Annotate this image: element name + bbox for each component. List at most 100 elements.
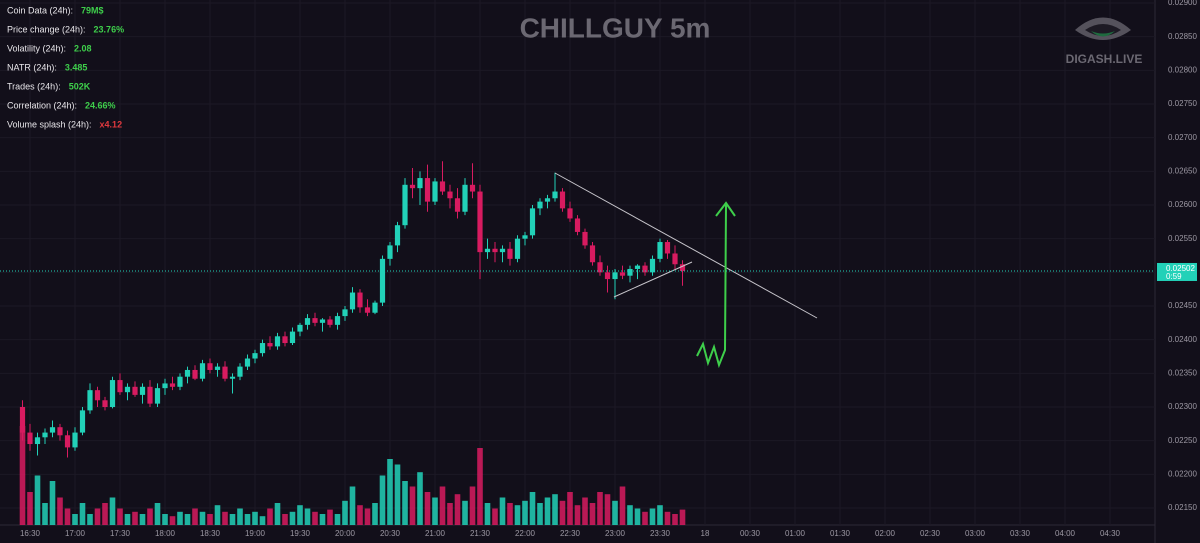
y-tick-label: 0.02450 — [1168, 301, 1197, 310]
x-tick-label: 23:30 — [650, 529, 671, 538]
volume-bar — [297, 505, 303, 525]
candle-body — [162, 383, 168, 389]
candle-body — [672, 253, 678, 265]
candle-body — [679, 264, 686, 271]
y-tick-label: 0.02150 — [1168, 503, 1197, 512]
volume-bar — [94, 508, 101, 525]
volume-bar — [574, 505, 581, 525]
volume-bar — [664, 511, 671, 525]
candle-body — [192, 369, 198, 379]
volume-bar — [634, 508, 641, 525]
volume-bar — [109, 497, 116, 525]
candle-body — [327, 319, 333, 325]
candle-body — [642, 265, 648, 273]
volume-bar — [567, 492, 573, 525]
candle-body — [237, 366, 243, 377]
volume-bar — [72, 514, 78, 525]
candle-body — [627, 268, 633, 276]
candle-body — [589, 245, 596, 263]
candle-body — [124, 386, 131, 393]
stat-value: x4.12 — [100, 119, 123, 129]
candle-body — [417, 178, 423, 189]
volume-bar — [424, 492, 431, 525]
x-tick-label: 16:30 — [20, 529, 41, 538]
stat-label: Trades (24h): — [7, 81, 61, 91]
candle-body — [199, 363, 206, 379]
stat-value: 24.66% — [85, 100, 116, 110]
candle-body — [259, 343, 266, 354]
candle-body — [484, 248, 491, 253]
volume-bar — [349, 486, 356, 525]
chart-title: CHILLGUY 5m — [520, 12, 711, 43]
volume-bar — [132, 511, 138, 525]
volume-bar — [177, 511, 183, 525]
y-tick-label: 0.02900 — [1168, 0, 1197, 7]
volume-bar — [49, 481, 56, 525]
candle-body — [597, 262, 603, 273]
candle-body — [214, 366, 221, 370]
volume-bar — [184, 514, 191, 525]
volume-bar — [42, 503, 48, 525]
candle-body — [462, 184, 468, 212]
x-tick-label: 00:30 — [740, 529, 761, 538]
x-tick-label: 19:30 — [290, 529, 311, 538]
candles — [19, 161, 686, 458]
volume-bar — [282, 514, 288, 525]
candle-body — [117, 380, 123, 393]
candle-body — [402, 184, 408, 226]
candle-body — [169, 383, 176, 387]
candle-body — [492, 248, 498, 253]
volume-bar — [237, 508, 243, 525]
candle-body — [522, 235, 528, 239]
x-tick-label: 18 — [701, 529, 710, 538]
countdown: 0:59 — [1166, 272, 1182, 281]
y-tick-label: 0.02300 — [1168, 402, 1197, 411]
volume-bar — [379, 475, 386, 525]
volume-bar — [537, 503, 543, 525]
stat-label: Price change (24h): — [7, 24, 86, 34]
volume-bar — [244, 514, 251, 525]
volume-bar — [162, 514, 168, 525]
volume-bar — [334, 514, 341, 525]
volume-bar — [604, 494, 611, 525]
volume-bar — [672, 514, 678, 525]
candle-body — [289, 331, 296, 344]
stat-value: 79M$ — [81, 5, 104, 15]
x-tick-label: 21:30 — [470, 529, 491, 538]
x-tick-label: 03:30 — [1010, 529, 1031, 538]
candle-body — [387, 245, 393, 259]
candle-body — [424, 178, 431, 202]
volume-bar — [259, 516, 266, 525]
logo — [1075, 17, 1131, 40]
candle-body — [409, 184, 416, 189]
candle-body — [469, 184, 476, 192]
y-tick-label: 0.02350 — [1168, 368, 1197, 377]
volume-bar — [214, 505, 221, 525]
volume-bar — [312, 511, 318, 525]
x-tick-label: 17:30 — [110, 529, 131, 538]
volume-bar — [304, 508, 311, 525]
stat-value: 3.485 — [65, 62, 88, 72]
y-tick-label: 0.02250 — [1168, 436, 1197, 445]
volume-bar — [102, 503, 108, 525]
volume-bar — [229, 514, 236, 525]
volume-bar — [372, 503, 378, 525]
candle-body — [147, 386, 153, 404]
candle-body — [544, 198, 551, 202]
volume-bar — [619, 486, 626, 525]
x-tick-label: 02:30 — [920, 529, 941, 538]
candle-body — [132, 386, 138, 395]
candle-body — [379, 258, 386, 303]
volume-bar — [477, 448, 483, 525]
candle-body — [364, 307, 371, 313]
volume-bar — [342, 500, 348, 525]
candle-body — [477, 191, 483, 253]
x-tick-label: 19:00 — [245, 529, 266, 538]
x-tick-label: 21:00 — [425, 529, 446, 538]
candle-body — [664, 242, 671, 254]
candle-body — [394, 225, 401, 246]
x-tick-label: 22:30 — [560, 529, 581, 538]
candle-body — [57, 427, 63, 436]
stat-label: Correlation (24h): — [7, 100, 77, 110]
